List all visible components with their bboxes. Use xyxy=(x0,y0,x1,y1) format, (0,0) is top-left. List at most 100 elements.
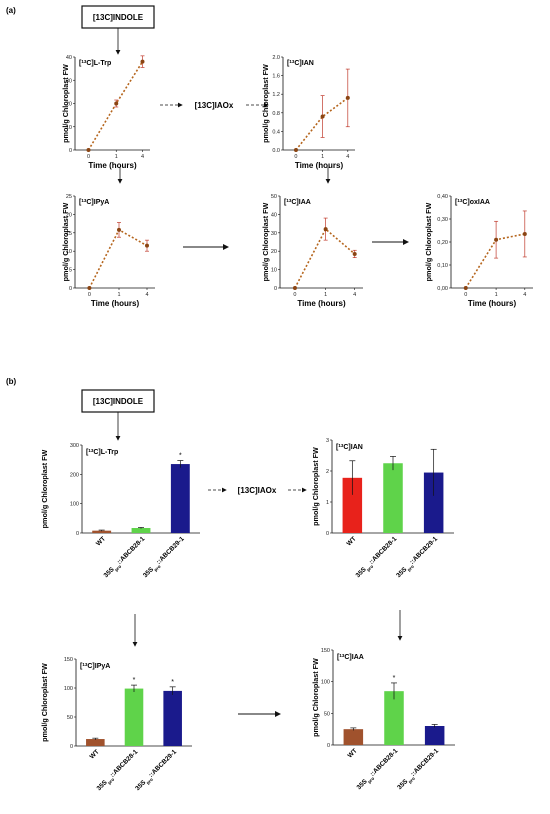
bar-ian xyxy=(423,472,444,533)
category-label-ipya: WT xyxy=(89,748,101,760)
y-axis-label-trp: pmol/g Chloroplast FW xyxy=(40,449,49,528)
chart-title-trp: [13C]L-Trp xyxy=(86,448,118,457)
x-tick-label-trp: 4 xyxy=(141,154,144,160)
y-tick-label-iaa: 50 xyxy=(324,711,330,717)
bar-ipya xyxy=(163,690,182,746)
x-tick-label-ipya: 0 xyxy=(88,292,91,298)
x-tick-label-ipya: 1 xyxy=(117,292,120,298)
y-tick-label-trp: 10 xyxy=(66,125,72,131)
x-tick-label-oxiaa: 0 xyxy=(464,292,467,298)
x-tick-label-ian: 0 xyxy=(294,154,297,160)
bar-ipya xyxy=(124,688,144,746)
y-tick-label-ian: 2 xyxy=(326,469,329,475)
y-tick-label-oxiaa: 0,20 xyxy=(437,240,448,246)
y-tick-label-ian: 1 xyxy=(326,500,329,506)
significance-star-iaa: * xyxy=(393,675,396,682)
series-line-oxiaa xyxy=(465,233,525,289)
bar-chart-iaa: 0 50 100 150 [13C]IAA pmol/g Chloroplast FW WT… xyxy=(311,648,455,792)
y-tick-label-ian: 0 xyxy=(326,531,329,537)
iaox-node-b: [13C]IAOx xyxy=(238,486,277,495)
data-point-trp xyxy=(140,59,145,64)
y-tick-label-iaa: 40 xyxy=(271,212,277,218)
line-chart-ipya: 0 5 10 15 20 25 0 1 4 [13C]IPyA pmol/g Chloroplast… xyxy=(61,194,155,308)
data-point-oxiaa xyxy=(463,286,468,290)
y-axis-label-ian: pmol/g Chloroplast FW xyxy=(261,64,270,143)
indole-box-a-label: [13C]INDOLE xyxy=(93,13,144,22)
significance-star-ipya: * xyxy=(171,679,174,686)
y-tick-label-iaa: 20 xyxy=(271,249,277,255)
y-tick-label-trp: 20 xyxy=(66,102,72,108)
data-point-trp xyxy=(114,101,119,106)
chart-title-ian: [13C]IAN xyxy=(287,59,314,68)
bar-trp xyxy=(131,528,151,533)
y-axis-label-iaa: pmol/g Chloroplast FW xyxy=(311,658,320,737)
y-axis-label-ipya: pmol/g Chloroplast FW xyxy=(61,202,70,281)
y-axis-label-iaa: pmol/g Chloroplast FW xyxy=(261,202,270,281)
data-point-ian xyxy=(293,148,298,152)
category-label-ian: WT xyxy=(346,535,358,547)
y-tick-label-trp: 0 xyxy=(76,531,79,537)
x-tick-label-iaa: 1 xyxy=(324,292,327,298)
y-tick-label-ipya: 50 xyxy=(67,715,73,721)
data-point-ipya xyxy=(87,286,92,290)
significance-star-trp: * xyxy=(179,453,182,460)
panel-label-b: (b) xyxy=(6,377,17,386)
y-tick-label-iaa: 0 xyxy=(327,743,330,749)
y-axis-label-ipya: pmol/g Chloroplast FW xyxy=(40,663,49,742)
bar-trp xyxy=(170,464,190,533)
chart-title-iaa: [13C]IAA xyxy=(284,198,311,207)
y-tick-label-ian: 2.0 xyxy=(272,55,280,61)
data-point-oxiaa xyxy=(494,237,499,242)
x-axis-label-trp: Time (hours) xyxy=(88,161,137,170)
bar-trp xyxy=(92,530,112,533)
data-point-ian xyxy=(320,114,325,119)
indole-box-b-label: [13C]INDOLE xyxy=(93,397,144,406)
category-label-trp: 35Spro::ABCB29-1 xyxy=(142,535,187,580)
data-point-iaa xyxy=(323,227,328,232)
x-tick-label-ian: 1 xyxy=(321,154,324,160)
y-tick-label-trp: 300 xyxy=(70,443,79,449)
x-tick-label-iaa: 4 xyxy=(353,292,356,298)
y-tick-label-ian: 0.0 xyxy=(272,148,280,154)
y-axis-label-oxiaa: pmol/g Chloroplast FW xyxy=(424,202,433,281)
y-tick-label-iaa: 10 xyxy=(271,268,277,274)
y-tick-label-trp: 30 xyxy=(66,78,72,84)
bar-iaa xyxy=(424,726,445,745)
line-chart-oxiaa: 0,00 0,10 0,20 0,30 0,40 0 1 4 [13C]oxIAA pmol/g … xyxy=(424,194,533,308)
y-tick-label-oxiaa: 0,00 xyxy=(437,286,448,292)
y-axis-label-trp: pmol/g Chloroplast FW xyxy=(61,64,70,143)
category-label-iaa: 35Spro::ABCB28-1 xyxy=(356,747,401,792)
x-axis-label-ian: Time (hours) xyxy=(295,161,344,170)
y-tick-label-ipya: 15 xyxy=(66,231,72,237)
chart-title-ipya: [13C]IPyA xyxy=(80,662,110,671)
category-label-ian: 35Spro::ABCB29-1 xyxy=(395,535,440,580)
y-tick-label-trp: 200 xyxy=(70,472,79,478)
y-tick-label-iaa: 100 xyxy=(321,680,330,686)
y-tick-label-ian: 1.2 xyxy=(272,92,280,98)
chart-title-iaa: [13C]IAA xyxy=(337,653,364,662)
y-tick-label-ian: 3 xyxy=(326,438,329,444)
chart-title-ipya: [13C]IPyA xyxy=(79,198,109,207)
bar-ian xyxy=(383,463,403,533)
bar-ian xyxy=(342,477,363,533)
y-tick-label-oxiaa: 0,30 xyxy=(437,217,448,223)
series-line-iaa xyxy=(294,227,356,289)
x-tick-label-ian: 4 xyxy=(346,154,349,160)
bar-chart-trp: 0 100 200 300 [13C]L-Trp pmol/g Chloroplast F… xyxy=(40,443,200,580)
y-tick-label-ipya: 150 xyxy=(64,657,73,663)
line-chart-ian: 0.0 0.4 0.8 1.2 1.6 2.0 0 1 4 [13C]IAN pmol/g Chlo… xyxy=(261,55,355,170)
y-tick-label-trp: 100 xyxy=(70,502,79,508)
data-point-trp xyxy=(86,148,91,152)
data-point-iaa xyxy=(352,251,357,256)
x-tick-label-trp: 1 xyxy=(115,154,118,160)
x-tick-label-oxiaa: 1 xyxy=(495,292,498,298)
bar-chart-ipya: 0 50 100 150 [13C]IPyA pmol/g Chloroplast FW W… xyxy=(40,657,192,792)
y-tick-label-trp: 0 xyxy=(69,148,72,154)
y-tick-label-oxiaa: 0,40 xyxy=(437,194,448,200)
category-label-trp: 35Spro::ABCB28-1 xyxy=(103,535,148,580)
y-tick-label-trp: 40 xyxy=(66,55,72,61)
x-tick-label-oxiaa: 4 xyxy=(523,292,526,298)
y-axis-label-ian: pmol/g Chloroplast FW xyxy=(311,447,320,526)
